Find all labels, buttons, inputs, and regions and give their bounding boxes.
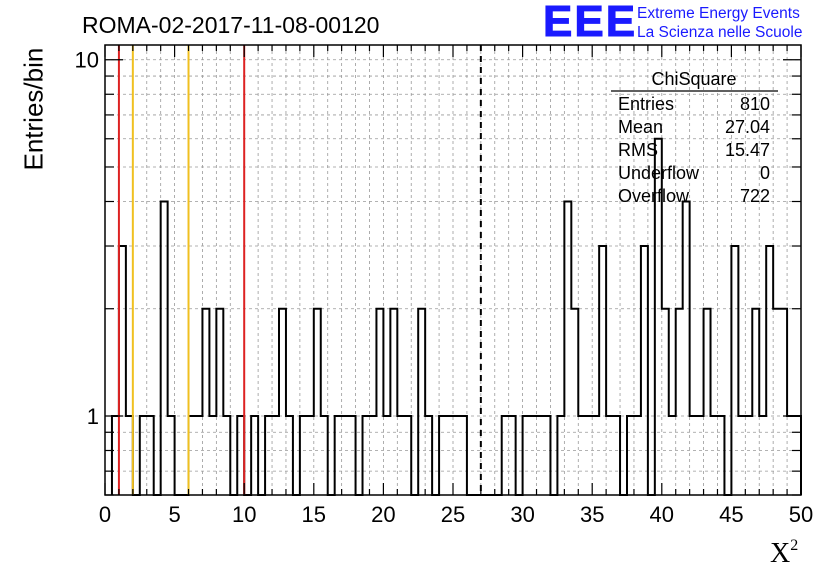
x-tick-label: 5 [168, 502, 180, 527]
stats-box-title: ChiSquare [651, 69, 736, 89]
stats-row-label: Mean [618, 117, 663, 137]
x-tick-label: 45 [719, 502, 743, 527]
stats-row-label: RMS [618, 140, 658, 160]
stats-row-label: Underflow [618, 163, 700, 183]
x-axis-label-sup: 2 [790, 537, 799, 554]
stats-box: ChiSquare Entries 810 Mean 27.04 RMS 15.47 Unde… [611, 69, 778, 206]
stats-row-label: Overflow [618, 186, 690, 206]
stats-row-value: 0 [760, 163, 770, 183]
x-tick-label: 50 [789, 502, 813, 527]
eee-logo-text: Extreme Energy Events La Scienza nelle S… [637, 4, 802, 42]
logo-line-2: La Scienza nelle Scuole [637, 24, 803, 41]
x-tick-label: 40 [650, 502, 674, 527]
x-tick-label: 20 [371, 502, 395, 527]
x-tick-label: 25 [441, 502, 465, 527]
x-tick-label: 35 [580, 502, 604, 527]
y-tick-label: 10 [75, 48, 99, 73]
eee-logo-mark: EEE [542, 0, 638, 46]
y-tick-label: 1 [87, 404, 99, 429]
x-tick-label: 30 [510, 502, 534, 527]
x-tick-label: 0 [99, 502, 111, 527]
stats-row-value: 810 [740, 94, 770, 114]
stats-row-value: 27.04 [725, 117, 770, 137]
logo-line-1: Extreme Energy Events [637, 5, 800, 22]
x-tick-label: 15 [302, 502, 326, 527]
x-axis-label-main: X [770, 538, 791, 569]
stats-row-value: 722 [740, 186, 770, 206]
chart-title: ROMA-02-2017-11-08-00120 [82, 12, 380, 38]
stats-row-value: 15.47 [725, 140, 770, 160]
stats-row-label: Entries [618, 94, 674, 114]
x-axis-label: X2 [770, 537, 798, 570]
x-tick-label: 10 [232, 502, 256, 527]
